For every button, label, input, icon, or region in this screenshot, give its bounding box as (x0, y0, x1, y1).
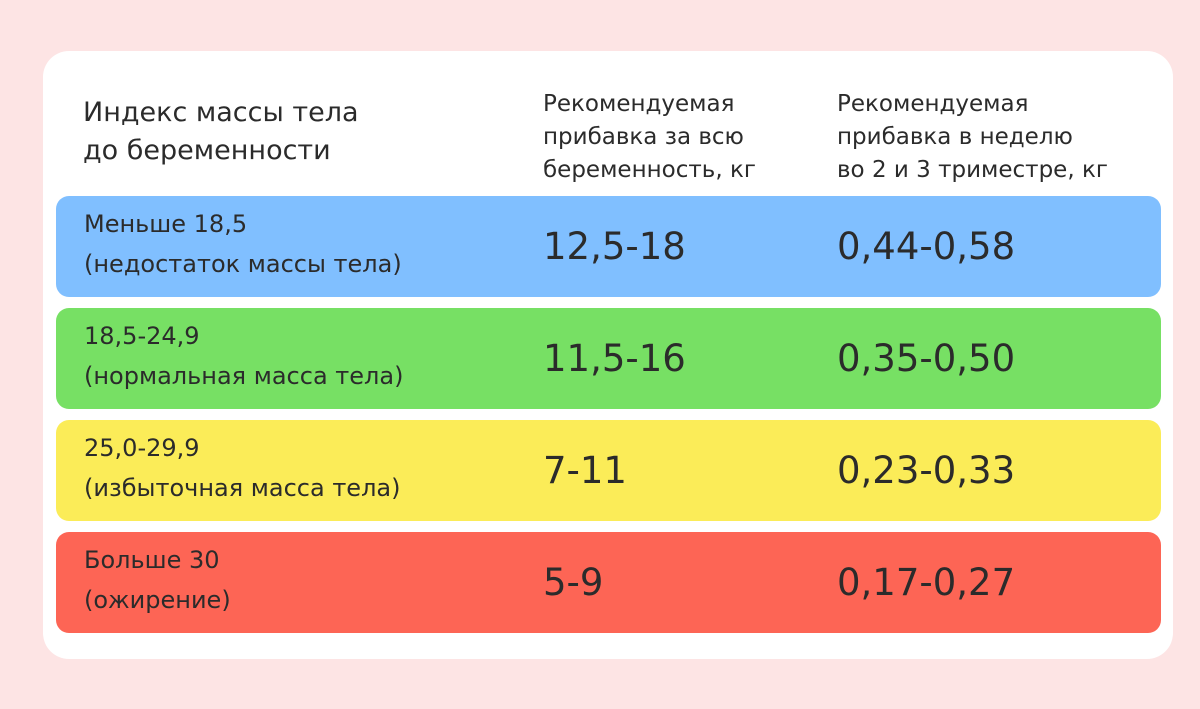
bmi-cell: 25,0-29,9 (избыточная масса тела) (84, 428, 514, 508)
bmi-category: (недостаток массы тела) (84, 250, 402, 278)
bmi-category: (нормальная масса тела) (84, 362, 404, 390)
header-weekly-gain: Рекомендуемая прибавка в неделю во 2 и 3… (837, 91, 1108, 183)
bmi-cell: 18,5-24,9 (нормальная масса тела) (84, 316, 514, 396)
bmi-cell: Больше 30 (ожирение) (84, 540, 514, 620)
bmi-range: Больше 30 (84, 546, 220, 574)
table-row: 18,5-24,9 (нормальная масса тела) 11,5-1… (56, 308, 1161, 409)
bmi-cell: Меньше 18,5 (недостаток массы тела) (84, 204, 514, 284)
total-gain-cell: 7-11 (543, 449, 627, 492)
total-gain-cell: 12,5-18 (543, 225, 686, 268)
weekly-gain-cell: 0,44-0,58 (837, 225, 1016, 268)
bmi-category: (избыточная масса тела) (84, 474, 401, 502)
table-row: Меньше 18,5 (недостаток массы тела) 12,5… (56, 196, 1161, 297)
table-row: 25,0-29,9 (избыточная масса тела) 7-11 0… (56, 420, 1161, 521)
table-card: Индекс массы тела до беременности Рекоме… (43, 51, 1173, 659)
bmi-range: 25,0-29,9 (84, 434, 200, 462)
weekly-gain-cell: 0,35-0,50 (837, 337, 1016, 380)
bmi-range: Меньше 18,5 (84, 210, 248, 238)
bmi-category: (ожирение) (84, 586, 231, 614)
table-row: Больше 30 (ожирение) 5-9 0,17-0,27 (56, 532, 1161, 633)
total-gain-cell: 5-9 (543, 561, 604, 604)
weekly-gain-cell: 0,17-0,27 (837, 561, 1016, 604)
header-bmi: Индекс массы тела до беременности (83, 97, 359, 166)
bmi-range: 18,5-24,9 (84, 322, 200, 350)
table-header: Индекс массы тела до беременности Рекоме… (43, 51, 1173, 196)
table-body: Меньше 18,5 (недостаток массы тела) 12,5… (56, 196, 1161, 644)
weekly-gain-cell: 0,23-0,33 (837, 449, 1016, 492)
total-gain-cell: 11,5-16 (543, 337, 686, 380)
header-total-gain: Рекомендуемая прибавка за всю беременнос… (543, 91, 756, 183)
